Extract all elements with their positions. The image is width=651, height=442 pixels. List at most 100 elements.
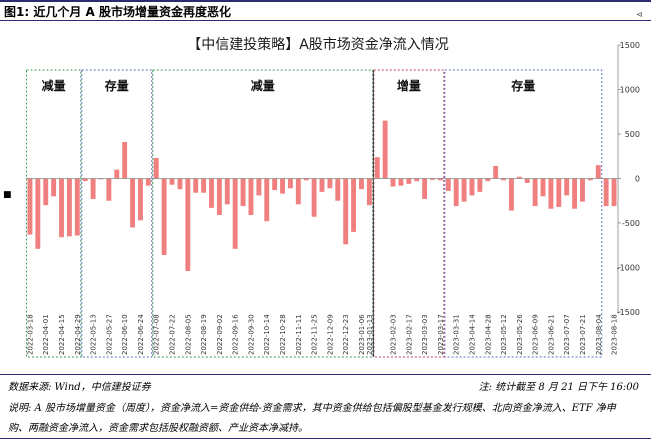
bar-2022-10-28 — [280, 178, 285, 194]
x-tick-label: 2023-06-21 — [547, 314, 555, 355]
bar-2023-06-02 — [524, 178, 530, 183]
x-tick-label: 2022-08-05 — [184, 314, 192, 355]
x-tick-label: 2022-11-11 — [295, 314, 303, 355]
region-frame — [444, 69, 603, 358]
bar-2023-07-07 — [564, 178, 570, 196]
bar-2022-05-06 — [82, 178, 88, 182]
bar-2022-09-16 — [232, 178, 238, 249]
x-tick-label: 2023-04-14 — [468, 314, 476, 355]
bar-2023-06-21 — [548, 178, 554, 209]
bar-2022-09-23 — [240, 178, 246, 207]
bar-2022-03-25 — [35, 178, 41, 249]
x-tick-label: 2022-11-25 — [311, 314, 319, 355]
bar-2022-05-27 — [106, 178, 112, 201]
bar-2022-12-23 — [343, 178, 349, 245]
x-tick-label: 2023-05-26 — [516, 314, 524, 355]
bar-2022-12-30 — [351, 178, 357, 232]
bar-2023-07-14 — [572, 178, 578, 209]
bar-2022-11-18 — [303, 178, 309, 181]
bar-2022-07-15 — [161, 178, 167, 256]
x-tick-label: 2023-02-03 — [390, 314, 398, 355]
bar-2022-08-19 — [201, 178, 207, 193]
figure-caption: 图1: 近几个月 A 股市场增量资金再度恶化 — [4, 5, 231, 19]
region-frame — [26, 69, 82, 358]
bar-2022-04-29 — [74, 178, 80, 236]
bar-2022-06-03 — [114, 169, 120, 179]
bottom-border — [0, 438, 651, 439]
bar-2022-11-25 — [311, 178, 317, 217]
region-label: 存量 — [104, 78, 129, 93]
region-label: 存量 — [510, 78, 535, 93]
bar-2023-05-05 — [493, 166, 499, 179]
paragraph-mark: ⊲ — [636, 10, 643, 19]
bar-2022-08-26 — [209, 178, 214, 208]
x-tick-label: 2022-10-14 — [263, 314, 271, 355]
y-tick-label: 500 — [625, 130, 640, 139]
x-tick-label: 2023-03-17 — [437, 314, 445, 355]
bar-2022-12-09 — [327, 178, 333, 189]
bar-2022-06-10 — [122, 142, 128, 179]
y-tick-label: -500 — [622, 219, 640, 228]
bar-2023-03-03 — [422, 178, 428, 199]
region-frame — [81, 69, 153, 358]
x-tick-label: 2022-08-19 — [200, 314, 208, 355]
region-2: 减量 — [152, 69, 374, 358]
bar-2022-11-04 — [287, 178, 293, 189]
x-tick-label: 2022-06-24 — [137, 314, 145, 355]
x-tick-label: 2023-03-31 — [453, 314, 461, 355]
x-tick-label: 2022-03-18 — [26, 314, 34, 355]
bar-2022-05-20 — [98, 178, 104, 180]
x-tick-label: 2023-08-18 — [611, 314, 619, 355]
bar-2023-01-27 — [382, 120, 388, 179]
bullet-square-icon: ■ — [3, 190, 12, 200]
x-tick-label: 2022-10-28 — [279, 314, 287, 355]
bar-2023-01-13 — [366, 178, 372, 206]
bar-2023-04-28 — [485, 178, 491, 182]
x-tick-label: 2022-09-30 — [247, 314, 255, 355]
region-4: 存量 — [444, 69, 603, 358]
x-tick-label: 2022-04-01 — [42, 314, 50, 355]
x-tick-label: 2023-07-07 — [563, 314, 571, 355]
region-label: 减量 — [42, 78, 66, 93]
x-tick-label: 2022-04-15 — [58, 314, 66, 355]
bar-2022-07-29 — [177, 178, 183, 190]
x-tick-label: 2023-04-28 — [484, 314, 492, 355]
bar-2023-03-31 — [453, 178, 459, 207]
x-tick-label: 2023-03-03 — [421, 314, 429, 355]
x-tick-label: 2022-09-02 — [216, 314, 224, 355]
region-0: 减量 — [26, 69, 82, 358]
bar-2022-04-08 — [51, 178, 57, 197]
bar-2022-04-22 — [66, 178, 72, 237]
top-border — [0, 0, 651, 2]
bar-2023-04-14 — [469, 178, 475, 196]
bar-2023-07-28 — [587, 178, 593, 181]
bar-2023-06-16 — [540, 178, 546, 197]
x-tick-label: 2023-07-21 — [579, 314, 587, 355]
bar-2022-12-02 — [319, 178, 325, 192]
bar-2023-02-10 — [398, 178, 404, 186]
bar-2022-09-30 — [248, 178, 254, 215]
region-label: 增量 — [397, 78, 421, 93]
x-tick-label: 2022-05-27 — [105, 314, 113, 355]
bar-2023-03-17 — [437, 178, 443, 181]
y-tick-label: 1500 — [620, 41, 640, 50]
x-tick-label: 2023-05-12 — [500, 314, 508, 355]
x-tick-label: 2022-05-13 — [90, 314, 98, 355]
chart-title: 【中信建投策略】A股市场资金净流入情况 — [187, 36, 449, 53]
bar-2022-10-21 — [272, 178, 278, 191]
chart-description: 说明: A 股市场增量资金（周度），资金净流入=资金供给-资金需求，其中资金供给… — [8, 403, 616, 434]
x-tick-label: 2022-07-22 — [169, 314, 177, 355]
bar-2023-05-19 — [508, 178, 514, 211]
bar-2022-07-22 — [169, 178, 175, 185]
y-tick-label: -1500 — [617, 308, 640, 317]
bar-2022-07-01 — [145, 178, 151, 186]
caption-divider — [0, 20, 651, 21]
bar-2023-03-10 — [430, 178, 435, 180]
region-frame — [152, 69, 374, 358]
bar-2022-10-07 — [256, 178, 262, 196]
x-tick-label: 2022-12-23 — [342, 314, 350, 355]
bar-2023-01-06 — [359, 178, 364, 190]
chart: 【中信建投策略】A股市场资金净流入情况 减量 存量 减量 增量 存量 1500 1000 5… — [26, 36, 640, 358]
bar-2022-05-13 — [90, 178, 96, 199]
x-tick-label: 2023-01-13 — [366, 314, 374, 355]
